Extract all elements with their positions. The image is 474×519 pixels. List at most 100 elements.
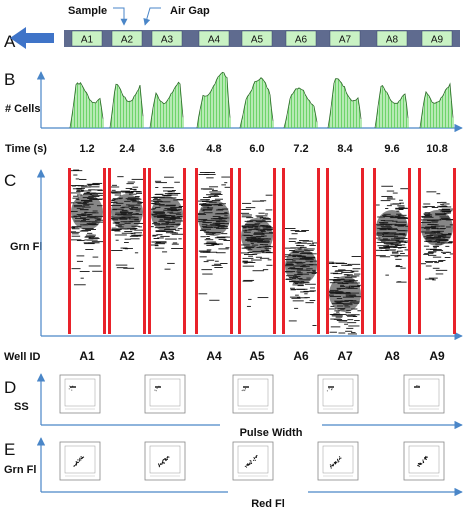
- sample-plugs: A1 A2 A3 A4 A5 A6 A7 A8 A9: [71, 30, 453, 47]
- air-gap-label: Air Gap: [170, 5, 210, 17]
- gate-left-6: [282, 168, 285, 334]
- panel-letter-e: E: [4, 440, 15, 459]
- time-tick-2: 2.4: [119, 143, 135, 155]
- plug-label-A1: A1: [81, 35, 94, 46]
- event-cloud-3: [150, 176, 184, 270]
- gate-right-8: [408, 168, 411, 334]
- well-id-labels: A1 A2 A3 A4 A5 A6 A7 A8 A9: [79, 349, 445, 363]
- plug-A3: [151, 30, 183, 47]
- panel-e: E Grn Fl Red Fl: [4, 437, 463, 510]
- time-tick-5: 6.0: [249, 143, 264, 155]
- gate-left-3: [148, 168, 151, 334]
- panel-b: B # Cells Time (s) 1.2 2.4 3.6 4.8 6.0 7.2 8.4…: [4, 70, 463, 155]
- panel-letter-c: C: [4, 171, 16, 190]
- event-cloud-9: [420, 191, 454, 281]
- sample-label: Sample: [68, 5, 107, 17]
- gate-right-3: [183, 168, 186, 334]
- plug-label-A2: A2: [121, 35, 134, 46]
- time-tick-7: 8.4: [337, 143, 353, 155]
- plug-A1: [71, 30, 103, 47]
- well-id-A3: A3: [159, 349, 175, 363]
- panel-d: D SS Pulse Width: [4, 373, 463, 439]
- gate-left-7: [326, 168, 329, 334]
- gate-right-2: [143, 168, 146, 334]
- event-cloud-7: [328, 256, 362, 335]
- gate-right-7: [361, 168, 364, 334]
- time-tick-9: 10.8: [426, 143, 447, 155]
- well-gates: [68, 168, 456, 334]
- well-id-A2: A2: [119, 349, 135, 363]
- ss-vs-pulse-width-plots: [59, 374, 445, 414]
- histogram-peak-8: [374, 85, 409, 129]
- gate-left-5: [238, 168, 241, 334]
- panel-c: C Grn Fl Well ID A1 A2 A3 A4 A5 A6 A7 A8 A9: [4, 168, 463, 363]
- grn-red-plot-5: [403, 441, 445, 481]
- histogram-peak-2: [109, 83, 144, 129]
- histogram-peak-9: [419, 82, 454, 129]
- histogram-peak-4: [196, 71, 231, 129]
- plug-label-A5: A5: [251, 35, 264, 46]
- time-tick-labels: 1.2 2.4 3.6 4.8 6.0 7.2 8.4 9.6 10.8: [79, 143, 447, 155]
- well-id-A1: A1: [79, 349, 95, 363]
- flow-arrow-shape: [10, 27, 54, 49]
- grn-vs-red-plots: [59, 441, 445, 481]
- gate-left-4: [195, 168, 198, 334]
- ss-plot-2: [144, 374, 186, 414]
- histogram-peak-1: [69, 82, 104, 129]
- grn-fl-axis-label: Grn Fl: [10, 241, 42, 253]
- grn-red-plot-3: [232, 441, 274, 481]
- event-cloud-4: [197, 171, 231, 301]
- grn-red-plot-4: [317, 441, 359, 481]
- time-tick-1: 1.2: [79, 143, 94, 155]
- well-id-A5: A5: [249, 349, 265, 363]
- plug-A6: [285, 30, 317, 47]
- gate-right-4: [230, 168, 233, 334]
- well-id-A7: A7: [337, 349, 353, 363]
- well-id-A6: A6: [293, 349, 309, 363]
- plug-label-A6: A6: [295, 35, 308, 46]
- gate-right-1: [103, 168, 106, 334]
- sample-pointer-arrow: [113, 7, 128, 26]
- grn-fl-axis-label-e: Grn Fl: [4, 464, 36, 476]
- histogram-peak-5: [239, 77, 274, 129]
- air-gap-pointer-arrow: [143, 7, 161, 26]
- plug-A9: [421, 30, 453, 47]
- panel-letter-b: B: [4, 70, 15, 89]
- well-id-A8: A8: [384, 349, 400, 363]
- gate-right-6: [317, 168, 320, 334]
- well-id-A9: A9: [429, 349, 445, 363]
- grn-red-plot-2: [144, 441, 186, 481]
- gate-left-1: [68, 168, 71, 334]
- cells-axis-label: # Cells: [5, 103, 40, 115]
- event-cloud-2: [110, 176, 144, 269]
- plug-label-A4: A4: [208, 35, 221, 46]
- ss-plot-5: [403, 374, 445, 414]
- time-tick-8: 9.6: [384, 143, 399, 155]
- grn-red-plot-1: [59, 441, 101, 481]
- event-cloud-8: [375, 185, 409, 283]
- time-tick-3: 3.6: [159, 143, 174, 155]
- event-cloud-1: [70, 169, 104, 286]
- plug-A4: [198, 30, 230, 47]
- plug-A2: [111, 30, 143, 47]
- fluorescence-events: [70, 169, 454, 335]
- ss-plot-4: [317, 374, 359, 414]
- cell-count-histogram: [69, 71, 454, 129]
- flow-direction-arrow: [10, 27, 54, 49]
- plug-label-A8: A8: [386, 35, 399, 46]
- gate-left-2: [108, 168, 111, 334]
- pulse-width-axis-label: Pulse Width: [240, 427, 303, 439]
- ss-plot-3: [232, 374, 274, 414]
- ss-plot-1: [59, 374, 101, 414]
- histogram-peak-7: [327, 78, 362, 129]
- panel-letter-d: D: [4, 378, 16, 397]
- gate-left-9: [418, 168, 421, 334]
- time-tick-4: 4.8: [206, 143, 221, 155]
- event-cloud-5: [240, 194, 274, 307]
- plug-A8: [376, 30, 408, 47]
- gate-right-5: [273, 168, 276, 334]
- event-cloud-6: [284, 227, 318, 326]
- plug-A5: [241, 30, 273, 47]
- well-id-label: Well ID: [4, 351, 41, 363]
